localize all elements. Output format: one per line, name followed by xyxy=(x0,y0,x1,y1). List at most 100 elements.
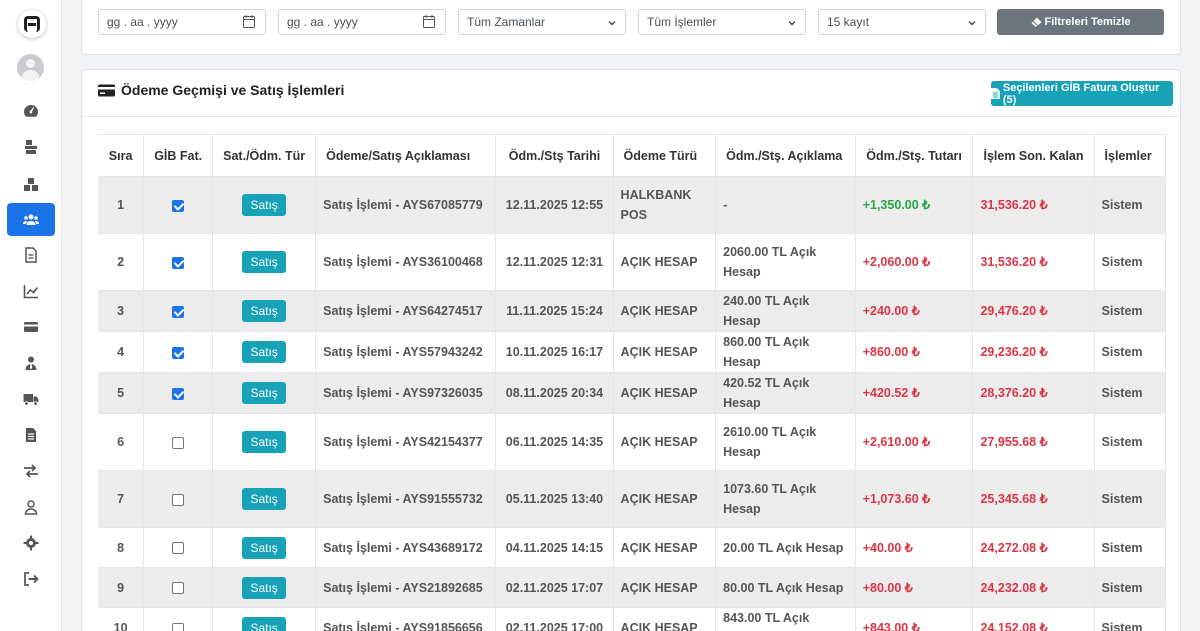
sale-type-badge[interactable]: Satış xyxy=(242,251,286,273)
remaining-balance: 31,536.20 ₺ xyxy=(972,233,1095,291)
sidebar-item-settings[interactable] xyxy=(7,526,55,559)
remaining-balance: 25,345.68 ₺ xyxy=(972,470,1095,528)
gib-invoice-checkbox-cell[interactable] xyxy=(143,527,214,568)
column-header[interactable]: Sıra xyxy=(98,134,145,177)
gib-invoice-checkbox-cell[interactable] xyxy=(143,413,214,471)
dashboard-icon xyxy=(24,104,38,117)
gib-invoice-checkbox-cell[interactable] xyxy=(143,233,214,291)
payment-type: HALKBANK POS xyxy=(613,176,717,234)
row-operations: Sistem xyxy=(1094,567,1167,608)
clear-filters-button[interactable]: Filtreleri Temizle xyxy=(997,9,1164,35)
column-header[interactable]: Ödm./Stş Tarihi xyxy=(495,134,614,177)
column-header[interactable]: Ödeme Türü xyxy=(613,134,717,177)
sidebar-item-payments[interactable] xyxy=(7,310,55,343)
column-header[interactable]: Ödm./Stş. Tutarı xyxy=(855,134,974,177)
sale-type-badge[interactable]: Satış xyxy=(242,536,286,559)
column-header[interactable]: İşlemler xyxy=(1094,134,1167,177)
column-header[interactable]: Ödm./Stş. Açıklama xyxy=(715,134,856,177)
transaction-description: Satış İşlemi - AYS42154377 xyxy=(315,413,497,471)
date-end-input[interactable]: gg . aa . yyyy xyxy=(278,9,446,35)
sidebar-item-products[interactable] xyxy=(7,167,55,200)
transaction-date: 12.11.2025 12:31 xyxy=(495,233,614,291)
sidebar-item-profile[interactable] xyxy=(7,490,55,523)
date-start-placeholder: gg . aa . yyyy xyxy=(107,15,178,29)
gib-invoice-checkbox-cell[interactable] xyxy=(143,607,214,631)
operation-type-select[interactable]: Tüm İşlemler xyxy=(638,9,806,35)
gib-invoice-checkbox-cell[interactable] xyxy=(143,331,214,373)
date-start-input[interactable]: gg . aa . yyyy xyxy=(98,9,266,35)
app-logo[interactable] xyxy=(18,10,46,38)
gib-invoice-checkbox[interactable] xyxy=(172,582,185,595)
payment-note: 20.00 TL Açık Hesap xyxy=(715,527,856,568)
transaction-amount: +2,060.00 ₺ xyxy=(855,233,974,291)
type-cell: Satış xyxy=(212,607,317,631)
gib-invoice-checkbox-cell[interactable] xyxy=(143,372,214,414)
transaction-description: Satış İşlemi - AYS64274517 xyxy=(315,290,497,332)
column-header[interactable]: Ödeme/Satış Açıklaması xyxy=(315,134,497,177)
sidebar-item-transfers[interactable] xyxy=(7,454,55,487)
clear-filters-label: Filtreleri Temizle xyxy=(1044,16,1131,28)
transaction-date: 06.11.2025 14:35 xyxy=(495,413,614,471)
row-number: 10 xyxy=(98,607,145,631)
sidebar-item-customers[interactable] xyxy=(7,203,55,236)
column-header[interactable]: GİB Fat. xyxy=(143,134,214,177)
boxes-icon xyxy=(24,177,38,191)
transaction-date: 02.11.2025 17:07 xyxy=(495,567,614,608)
sale-type-badge[interactable]: Satış xyxy=(242,194,286,216)
table-row: 7 Satış Satış İşlemi - AYS91555732 05.11.20… xyxy=(98,470,1167,528)
column-header[interactable]: İşlem Son. Kalan xyxy=(972,134,1095,177)
sale-type-badge[interactable]: Satış xyxy=(242,488,286,510)
sale-type-badge[interactable]: Satış xyxy=(242,341,286,363)
chevron-down-icon xyxy=(608,21,616,26)
gib-invoice-checkbox[interactable] xyxy=(172,436,185,449)
sale-type-badge[interactable]: Satış xyxy=(242,576,286,599)
gib-invoice-checkbox-cell[interactable] xyxy=(143,567,214,608)
sidebar-item-reports[interactable] xyxy=(7,274,55,307)
column-header[interactable]: Sat./Ödm. Tür xyxy=(212,134,317,177)
time-range-select[interactable]: Tüm Zamanlar xyxy=(458,9,626,35)
store-icon xyxy=(25,139,37,154)
row-number: 8 xyxy=(98,527,145,568)
gib-invoice-checkbox[interactable] xyxy=(172,493,185,506)
records-per-page-select[interactable]: 15 kayıt xyxy=(818,9,986,35)
calendar-icon[interactable] xyxy=(243,15,255,28)
payment-note: 860.00 TL Açık Hesap xyxy=(715,331,856,373)
calendar-icon[interactable] xyxy=(423,15,435,28)
row-number: 3 xyxy=(98,290,145,332)
transaction-date: 02.11.2025 17:00 xyxy=(495,607,614,631)
table-row: 3 Satış Satış İşlemi - AYS64274517 11.11.20… xyxy=(98,290,1167,332)
sidebar-item-documents[interactable] xyxy=(7,238,55,271)
document-icon xyxy=(25,246,37,263)
sidebar-item-dashboard[interactable] xyxy=(7,94,55,127)
gib-invoice-checkbox[interactable] xyxy=(172,256,185,269)
sale-type-badge[interactable]: Satış xyxy=(242,617,286,631)
gib-invoice-checkbox-cell[interactable] xyxy=(143,290,214,332)
sidebar-item-store[interactable] xyxy=(7,130,55,163)
gib-invoice-checkbox[interactable] xyxy=(172,387,185,400)
gib-invoice-checkbox[interactable] xyxy=(172,622,185,631)
transaction-description: Satış İşlemi - AYS57943242 xyxy=(315,331,497,373)
transaction-date: 05.11.2025 13:40 xyxy=(495,470,614,528)
sale-type-badge[interactable]: Satış xyxy=(242,382,286,404)
transaction-date: 04.11.2025 14:15 xyxy=(495,527,614,568)
credit-card-icon xyxy=(24,321,38,332)
sale-type-badge[interactable]: Satış xyxy=(242,300,286,322)
gib-invoice-checkbox[interactable] xyxy=(172,305,185,318)
transaction-date: 10.11.2025 16:17 xyxy=(495,331,614,373)
sidebar-item-invoices[interactable] xyxy=(7,418,55,451)
user-avatar[interactable] xyxy=(17,54,44,81)
transaction-amount: +1,073.60 ₺ xyxy=(855,470,974,528)
sidebar-item-staff[interactable] xyxy=(7,346,55,379)
sale-type-badge[interactable]: Satış xyxy=(242,431,286,453)
gib-invoice-checkbox[interactable] xyxy=(172,542,185,555)
create-gib-invoice-button[interactable]: Seçilenleri GİB Fatura Oluştur (5) xyxy=(991,81,1173,106)
transaction-description: Satış İşlemi - AYS91555732 xyxy=(315,470,497,528)
row-operations: Sistem xyxy=(1094,176,1167,234)
gib-invoice-checkbox[interactable] xyxy=(172,346,185,359)
payment-note: 80.00 TL Açık Hesap xyxy=(715,567,856,608)
gib-invoice-checkbox[interactable] xyxy=(172,199,185,212)
gib-invoice-checkbox-cell[interactable] xyxy=(143,470,214,528)
gib-invoice-checkbox-cell[interactable] xyxy=(143,176,214,234)
sidebar-item-logout[interactable] xyxy=(7,562,55,595)
sidebar-item-shipping[interactable] xyxy=(7,382,55,415)
